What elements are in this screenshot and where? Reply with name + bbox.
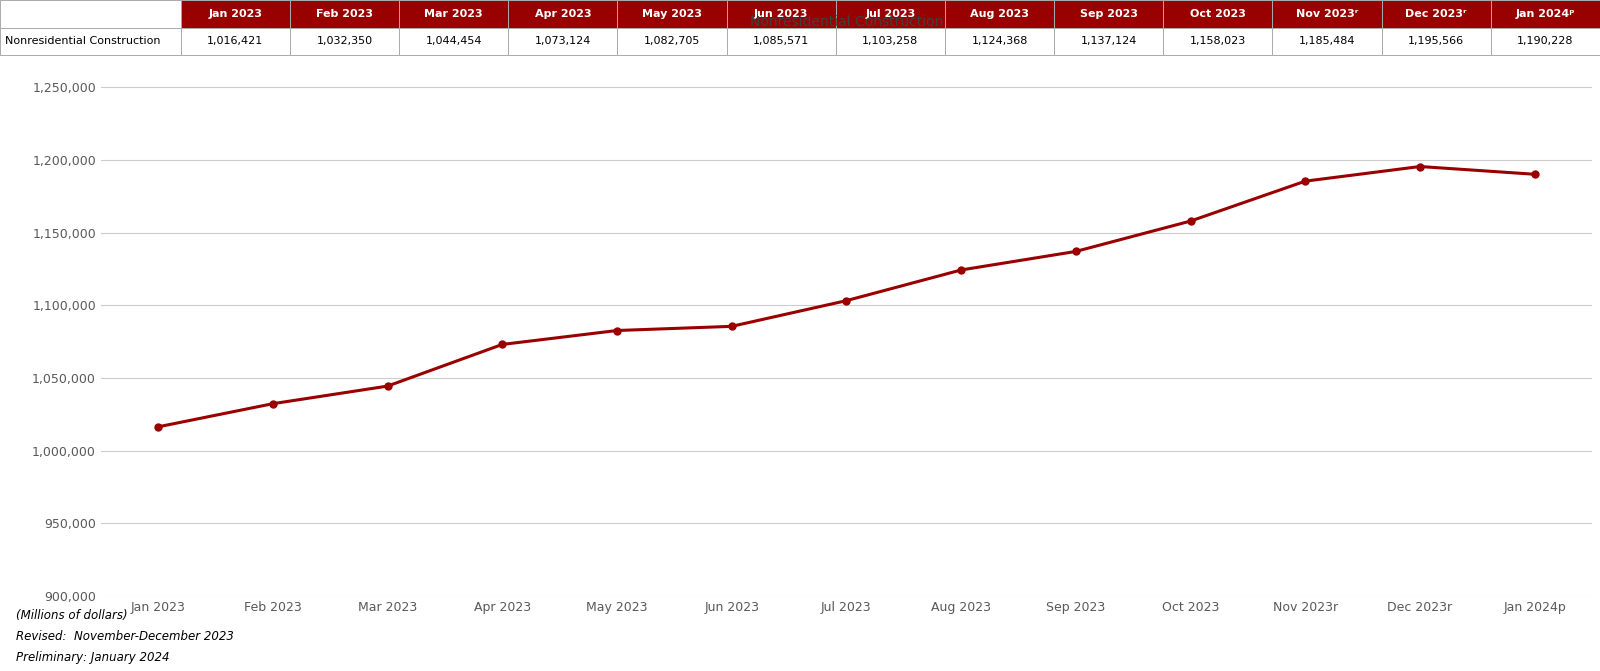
Bar [1054,0,1163,28]
Text: 1,073,124: 1,073,124 [534,36,590,46]
Bar [0,28,181,55]
Bar [1163,0,1272,28]
Bar [398,28,509,55]
Text: Aug 2023: Aug 2023 [970,9,1029,19]
Bar [946,28,1054,55]
Text: May 2023: May 2023 [642,9,702,19]
Text: 1,137,124: 1,137,124 [1080,36,1138,46]
Text: (Millions of dollars): (Millions of dollars) [16,609,128,622]
Bar [1382,0,1491,28]
Bar [618,0,726,28]
Text: 1,185,484: 1,185,484 [1299,36,1355,46]
Text: Apr 2023: Apr 2023 [534,9,592,19]
Bar [181,28,290,55]
Text: 1,044,454: 1,044,454 [426,36,482,46]
Text: Nonresidential Construction: Nonresidential Construction [750,15,942,29]
Bar [509,0,618,28]
Bar [290,28,398,55]
Text: Jun 2023: Jun 2023 [754,9,808,19]
Text: Jul 2023: Jul 2023 [866,9,915,19]
Text: Nov 2023ʳ: Nov 2023ʳ [1296,9,1358,19]
Text: Dec 2023ʳ: Dec 2023ʳ [1405,9,1467,19]
Bar [835,28,946,55]
Bar [181,0,290,28]
Text: 1,082,705: 1,082,705 [643,36,701,46]
Bar [1163,28,1272,55]
Bar [1491,28,1600,55]
Bar [1272,0,1382,28]
Text: Feb 2023: Feb 2023 [317,9,373,19]
Bar [1382,28,1491,55]
Text: Oct 2023: Oct 2023 [1190,9,1246,19]
Text: 1,016,421: 1,016,421 [208,36,264,46]
Text: Mar 2023: Mar 2023 [424,9,483,19]
Text: 1,103,258: 1,103,258 [862,36,918,46]
Bar [835,0,946,28]
Text: 1,085,571: 1,085,571 [754,36,810,46]
Text: 1,158,023: 1,158,023 [1190,36,1246,46]
Text: Jan 2023: Jan 2023 [208,9,262,19]
Bar [398,0,509,28]
Bar [618,28,726,55]
Bar [726,0,835,28]
Bar [1272,28,1382,55]
Bar [726,28,835,55]
Text: Preliminary: January 2024: Preliminary: January 2024 [16,651,170,664]
Bar [0,0,181,28]
Text: 1,124,368: 1,124,368 [971,36,1027,46]
Bar [290,0,398,28]
Bar [509,28,618,55]
Text: Revised:  November-December 2023: Revised: November-December 2023 [16,630,234,643]
Text: Jan 2024ᵖ: Jan 2024ᵖ [1515,9,1576,19]
Text: 1,190,228: 1,190,228 [1517,36,1574,46]
Bar [1054,28,1163,55]
Bar [1491,0,1600,28]
Text: 1,195,566: 1,195,566 [1408,36,1464,46]
Text: Sep 2023: Sep 2023 [1080,9,1138,19]
Text: 1,032,350: 1,032,350 [317,36,373,46]
Text: Nonresidential Construction: Nonresidential Construction [5,36,160,46]
Bar [946,0,1054,28]
